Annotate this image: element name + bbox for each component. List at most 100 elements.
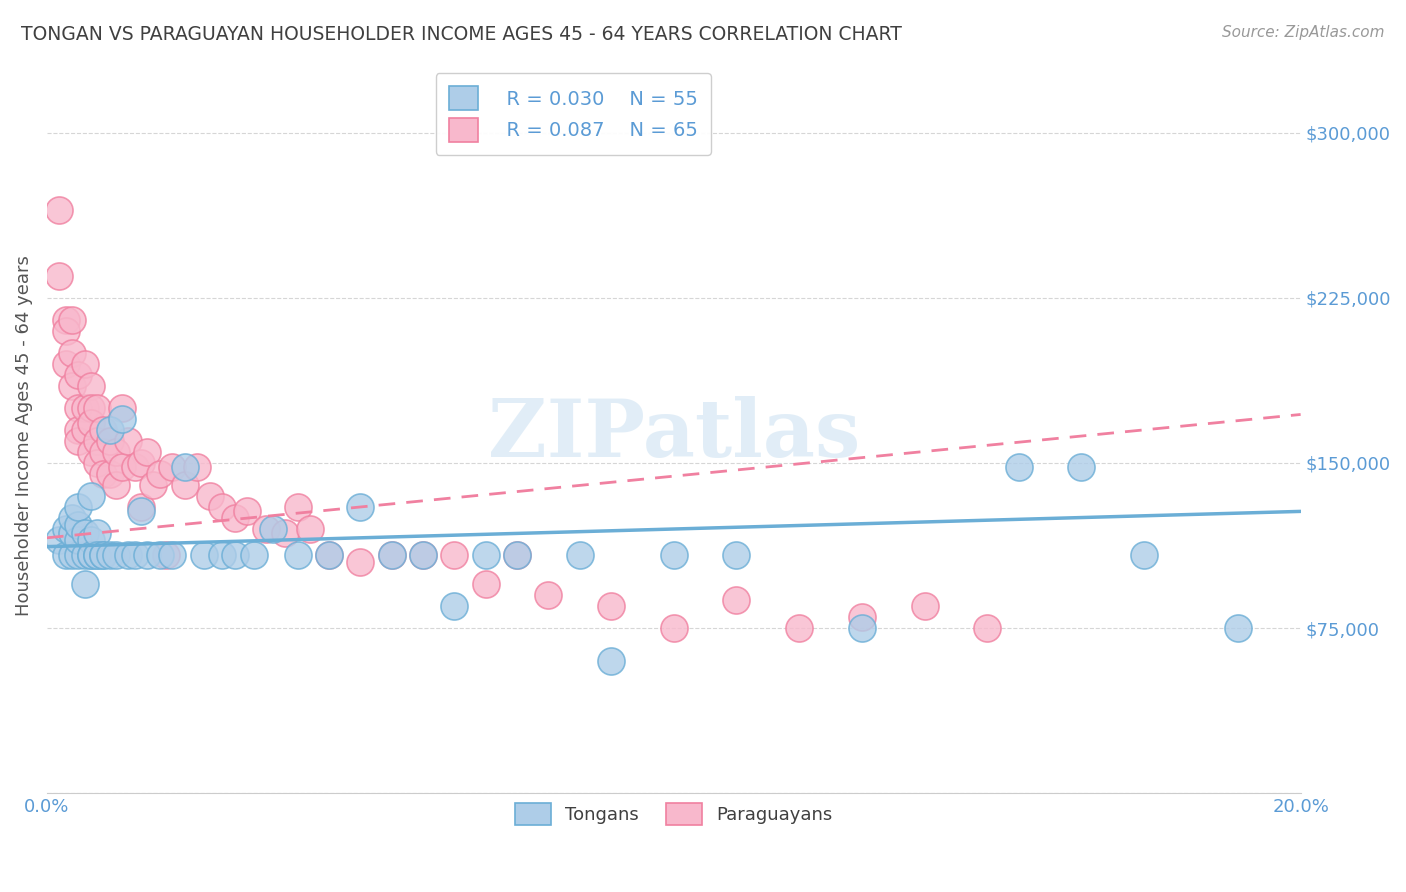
Point — [242, 549, 264, 563]
Point — [60, 549, 83, 563]
Point — [111, 401, 134, 415]
Point — [211, 549, 233, 563]
Point — [287, 500, 309, 514]
Point — [155, 549, 177, 563]
Point — [198, 489, 221, 503]
Y-axis label: Householder Income Ages 45 - 64 years: Householder Income Ages 45 - 64 years — [15, 255, 32, 615]
Text: Source: ZipAtlas.com: Source: ZipAtlas.com — [1222, 25, 1385, 40]
Point — [173, 460, 195, 475]
Point — [1070, 460, 1092, 475]
Point — [129, 504, 152, 518]
Point — [73, 401, 96, 415]
Point — [98, 549, 121, 563]
Point — [80, 533, 103, 547]
Point — [224, 549, 246, 563]
Point — [104, 549, 127, 563]
Point — [86, 549, 108, 563]
Point — [262, 522, 284, 536]
Point — [851, 621, 873, 635]
Point — [443, 599, 465, 613]
Point — [1226, 621, 1249, 635]
Point — [600, 599, 623, 613]
Point — [299, 522, 322, 536]
Point — [162, 549, 184, 563]
Point — [381, 549, 404, 563]
Point — [914, 599, 936, 613]
Point — [91, 423, 114, 437]
Point — [104, 445, 127, 459]
Point — [48, 202, 70, 217]
Point — [80, 549, 103, 563]
Point — [60, 346, 83, 360]
Point — [568, 549, 591, 563]
Point — [193, 549, 215, 563]
Point — [48, 533, 70, 547]
Point — [60, 511, 83, 525]
Point — [1133, 549, 1156, 563]
Point — [86, 434, 108, 448]
Point — [254, 522, 277, 536]
Point — [55, 324, 77, 338]
Point — [80, 379, 103, 393]
Point — [186, 460, 208, 475]
Point — [67, 517, 90, 532]
Point — [60, 379, 83, 393]
Text: TONGAN VS PARAGUAYAN HOUSEHOLDER INCOME AGES 45 - 64 YEARS CORRELATION CHART: TONGAN VS PARAGUAYAN HOUSEHOLDER INCOME … — [21, 25, 903, 44]
Point — [86, 456, 108, 470]
Point — [80, 445, 103, 459]
Point — [851, 610, 873, 624]
Point — [117, 434, 139, 448]
Legend: Tongans, Paraguayans: Tongans, Paraguayans — [506, 795, 842, 834]
Point — [662, 549, 685, 563]
Point — [725, 592, 748, 607]
Point — [67, 434, 90, 448]
Point — [86, 549, 108, 563]
Point — [73, 357, 96, 371]
Point — [86, 401, 108, 415]
Point — [318, 549, 340, 563]
Point — [55, 312, 77, 326]
Point — [55, 549, 77, 563]
Point — [67, 423, 90, 437]
Point — [600, 654, 623, 668]
Point — [149, 467, 172, 481]
Point — [91, 549, 114, 563]
Point — [976, 621, 998, 635]
Point — [224, 511, 246, 525]
Point — [98, 423, 121, 437]
Point — [67, 549, 90, 563]
Point — [80, 417, 103, 431]
Point — [91, 549, 114, 563]
Point — [412, 549, 434, 563]
Point — [73, 577, 96, 591]
Point — [104, 478, 127, 492]
Point — [80, 549, 103, 563]
Point — [129, 456, 152, 470]
Point — [506, 549, 529, 563]
Point — [111, 460, 134, 475]
Point — [73, 526, 96, 541]
Point — [98, 467, 121, 481]
Point — [86, 526, 108, 541]
Point — [474, 577, 496, 591]
Point — [136, 549, 159, 563]
Point — [349, 555, 371, 569]
Point — [349, 500, 371, 514]
Point — [236, 504, 259, 518]
Point — [173, 478, 195, 492]
Point — [142, 478, 165, 492]
Point — [67, 533, 90, 547]
Point — [136, 445, 159, 459]
Point — [124, 549, 146, 563]
Point — [98, 434, 121, 448]
Point — [55, 357, 77, 371]
Point — [506, 549, 529, 563]
Point — [117, 549, 139, 563]
Point — [67, 368, 90, 382]
Point — [1007, 460, 1029, 475]
Point — [274, 526, 297, 541]
Point — [67, 500, 90, 514]
Point — [474, 549, 496, 563]
Text: ZIPatlas: ZIPatlas — [488, 396, 860, 475]
Point — [537, 588, 560, 602]
